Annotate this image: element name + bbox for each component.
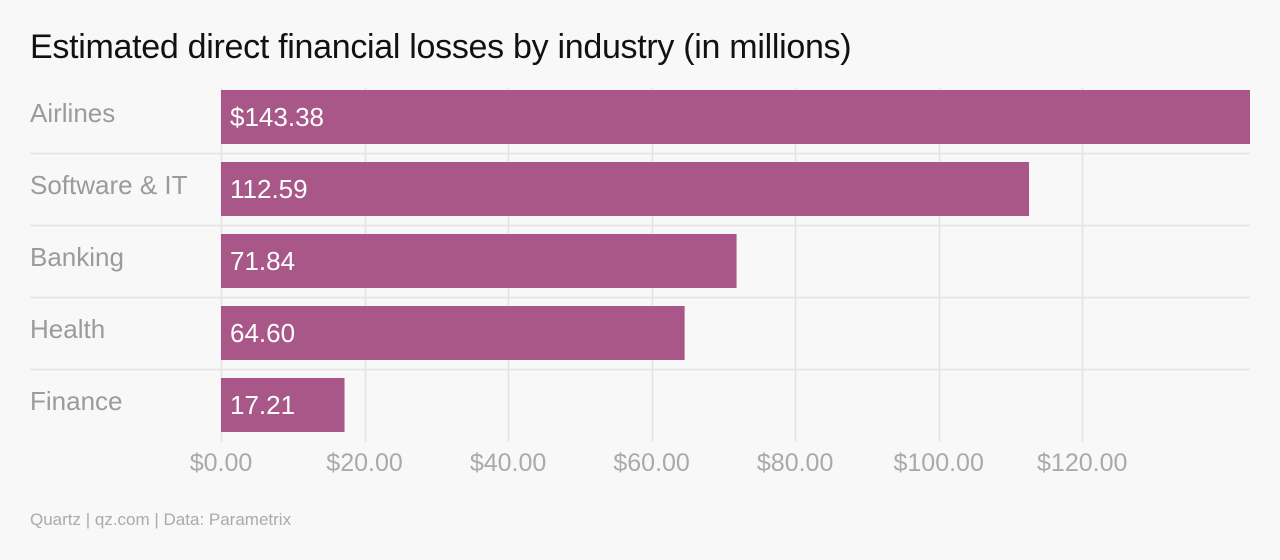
bar-value-label: 17.21 (230, 390, 295, 420)
category-label: Health (30, 314, 105, 344)
x-tick-label: $0.00 (190, 449, 253, 477)
bar (221, 90, 1250, 144)
bar-value-label: $143.38 (230, 102, 324, 132)
category-label: Banking (30, 242, 124, 272)
x-tick-label: $40.00 (470, 449, 546, 477)
bar-value-label: 64.60 (230, 318, 295, 348)
x-tick-label: $100.00 (893, 449, 983, 477)
x-tick-label: $20.00 (326, 449, 402, 477)
x-tick-label: $60.00 (613, 449, 689, 477)
chart-title: Estimated direct financial losses by ind… (30, 28, 852, 66)
category-label: Finance (30, 386, 123, 416)
source-credit: Quartz | qz.com | Data: Parametrix (30, 510, 292, 529)
bar (221, 162, 1030, 216)
category-label: Airlines (30, 98, 115, 128)
bar (221, 234, 737, 288)
bar-value-label: 71.84 (230, 246, 295, 276)
x-tick-label: $80.00 (757, 449, 833, 477)
bar (221, 306, 685, 360)
category-label: Software & IT (30, 170, 188, 200)
x-tick-label: $120.00 (1037, 449, 1127, 477)
bar (221, 378, 345, 432)
bar-value-label: 112.59 (230, 174, 308, 204)
